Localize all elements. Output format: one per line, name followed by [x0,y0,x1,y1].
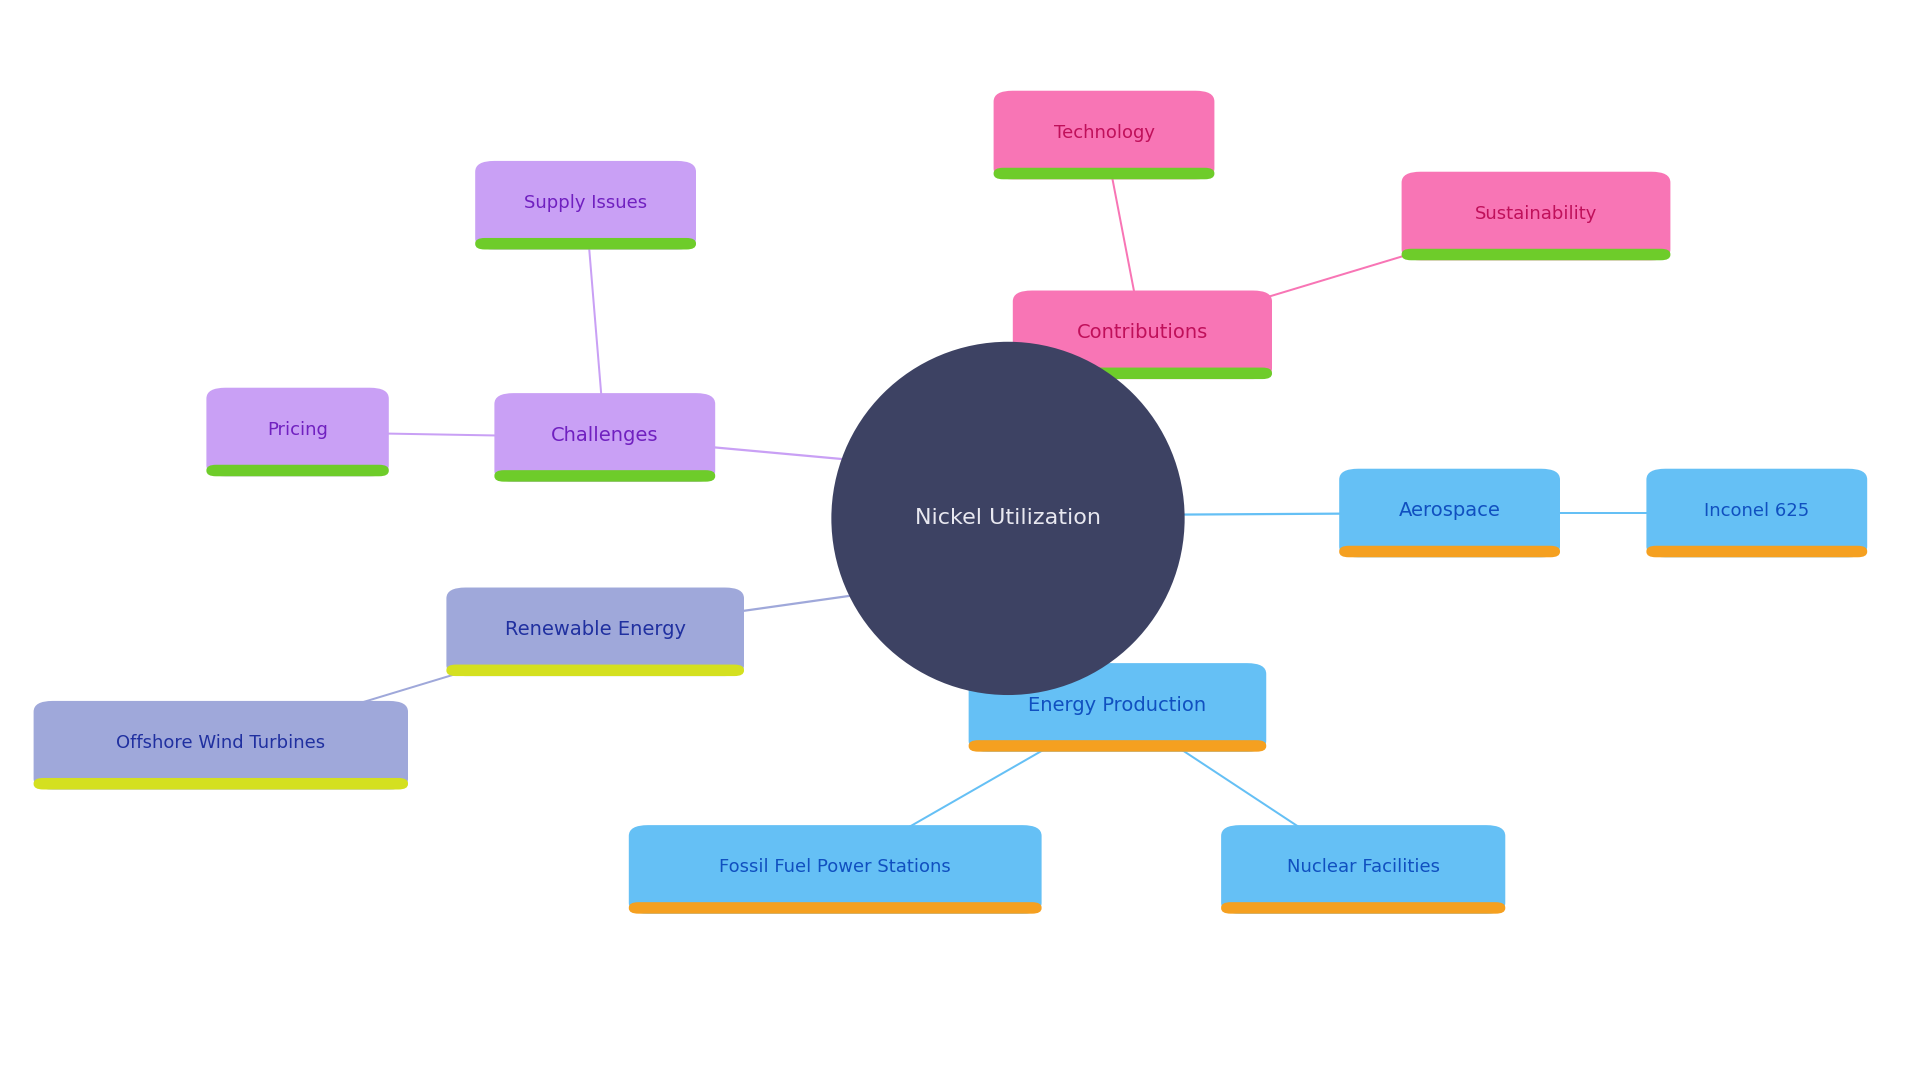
FancyBboxPatch shape [476,161,695,249]
Text: Pricing: Pricing [267,421,328,438]
FancyBboxPatch shape [968,663,1267,752]
Text: Challenges: Challenges [551,426,659,445]
FancyBboxPatch shape [1402,248,1670,260]
FancyBboxPatch shape [1340,469,1559,557]
Text: Aerospace: Aerospace [1398,501,1501,521]
FancyBboxPatch shape [1647,469,1866,557]
FancyBboxPatch shape [445,664,743,676]
FancyBboxPatch shape [495,393,714,482]
Text: Contributions: Contributions [1077,323,1208,342]
Text: Offshore Wind Turbines: Offshore Wind Turbines [117,734,324,752]
Text: Technology: Technology [1054,124,1154,141]
FancyBboxPatch shape [207,388,388,476]
FancyBboxPatch shape [630,825,1041,914]
FancyBboxPatch shape [35,778,409,789]
Text: Supply Issues: Supply Issues [524,194,647,212]
FancyBboxPatch shape [1014,367,1271,379]
Text: Nickel Utilization: Nickel Utilization [916,509,1100,528]
FancyBboxPatch shape [968,740,1267,752]
Text: Inconel 625: Inconel 625 [1705,502,1809,519]
FancyBboxPatch shape [1221,902,1505,914]
FancyBboxPatch shape [1340,545,1559,557]
FancyBboxPatch shape [1647,545,1866,557]
FancyBboxPatch shape [1014,291,1271,379]
Text: Energy Production: Energy Production [1029,696,1206,715]
FancyBboxPatch shape [1402,172,1670,260]
FancyBboxPatch shape [1221,825,1505,914]
FancyBboxPatch shape [630,902,1041,914]
Text: Sustainability: Sustainability [1475,205,1597,222]
FancyBboxPatch shape [445,588,743,676]
FancyBboxPatch shape [495,470,714,482]
FancyBboxPatch shape [35,701,409,789]
Text: Renewable Energy: Renewable Energy [505,620,685,639]
Text: Nuclear Facilities: Nuclear Facilities [1286,859,1440,876]
FancyBboxPatch shape [476,238,695,249]
FancyBboxPatch shape [995,167,1213,179]
Text: Fossil Fuel Power Stations: Fossil Fuel Power Stations [720,859,950,876]
FancyBboxPatch shape [207,464,388,476]
Ellipse shape [831,341,1185,696]
FancyBboxPatch shape [995,91,1213,179]
